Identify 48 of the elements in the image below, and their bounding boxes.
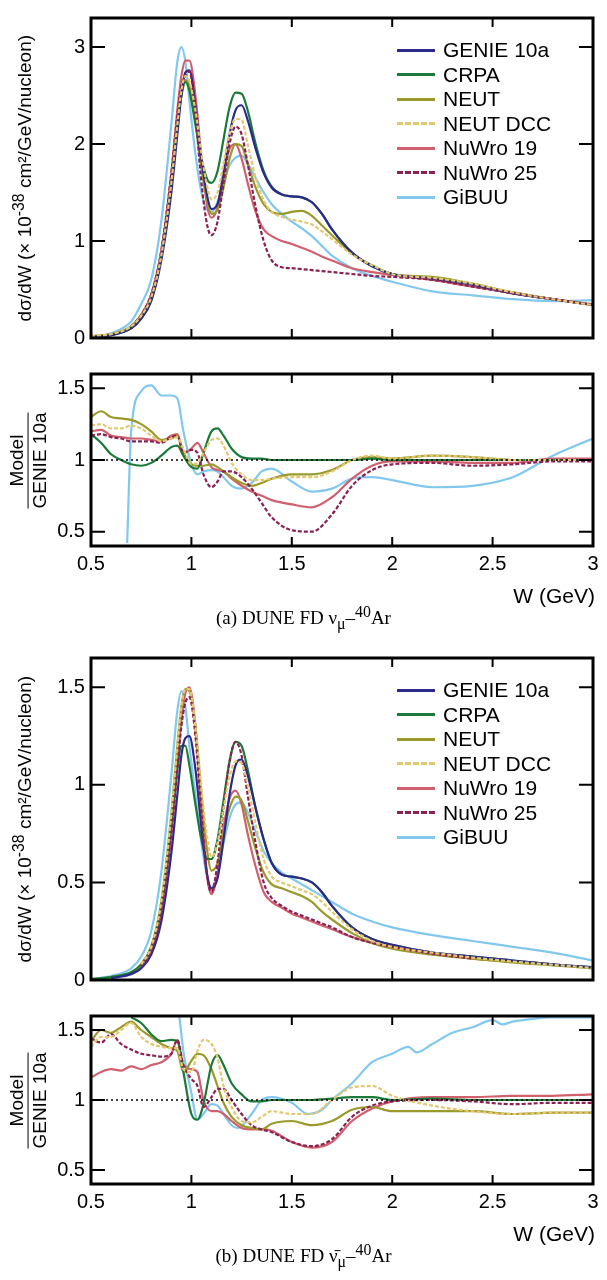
line-series: [91, 433, 593, 533]
y-tick-label: 1: [73, 228, 85, 251]
legend-label: GiBUU: [443, 825, 509, 850]
legend-label: GiBUU: [443, 185, 509, 210]
x-tick-label: 3: [587, 551, 599, 574]
y-tick-label: 1: [73, 447, 85, 470]
legend-label: CRPA: [443, 62, 500, 87]
x-axis-title: W (GeV): [513, 584, 595, 608]
x-tick-label: 1.5: [277, 551, 306, 574]
legend-label: NuWro 25: [443, 800, 538, 825]
legend-label: NEUT DCC: [443, 751, 552, 776]
x-tick-label: 1: [185, 1189, 197, 1212]
legend-label: NuWro 25: [443, 160, 538, 185]
x-tick-label: 2.5: [478, 1189, 507, 1212]
x-tick-label: 2.5: [478, 551, 507, 574]
x-tick-label: 1.5: [277, 1189, 306, 1212]
legend-label: NuWro 19: [443, 776, 538, 801]
legend-label: NEUT DCC: [443, 111, 552, 136]
x-tick-label: 1: [185, 551, 197, 574]
y-tick-label: 0.5: [57, 869, 85, 892]
y-tick-label: 2: [73, 131, 85, 154]
line-series: [126, 384, 593, 545]
legend-label: GENIE 10a: [443, 38, 550, 63]
legend-label: NuWro 19: [443, 136, 538, 161]
line-series: [91, 428, 593, 509]
y-tick-label: 3: [73, 34, 85, 57]
line-series: [178, 1016, 593, 1130]
x-tick-label: 2: [386, 551, 398, 574]
y-tick-label: 1: [73, 772, 85, 795]
x-axis-title: W (GeV): [513, 1222, 595, 1246]
text: (a) DUNE FD ν$_{μ}$–$^{40}$Ar: [216, 603, 391, 633]
y-tick-label: 0.5: [57, 519, 85, 542]
legend-label: GENIE 10a: [443, 678, 550, 703]
x-tick-label: 2: [386, 1189, 398, 1212]
legend-label: NEUT: [443, 727, 501, 752]
y-tick-label: 1.5: [57, 375, 85, 398]
x-tick-label: 3: [587, 1189, 599, 1212]
y-tick-label: 1.5: [57, 1017, 85, 1040]
y-tick-label: 0: [73, 967, 85, 990]
legend-label: CRPA: [443, 702, 500, 727]
y-tick-label: 0: [73, 325, 85, 348]
y-tick-label: 0.5: [57, 1157, 85, 1180]
y-axis-title: Model GENIE 10a: [5, 1051, 51, 1149]
y-tick-label: 1.5: [57, 674, 85, 697]
y-axis-title: Model GENIE 10a: [5, 411, 51, 509]
text: (b) DUNE FD ν̄$_{μ}$–$^{40}$Ar: [215, 1241, 392, 1271]
legend-label: NEUT: [443, 87, 501, 112]
y-tick-label: 1: [73, 1087, 85, 1110]
